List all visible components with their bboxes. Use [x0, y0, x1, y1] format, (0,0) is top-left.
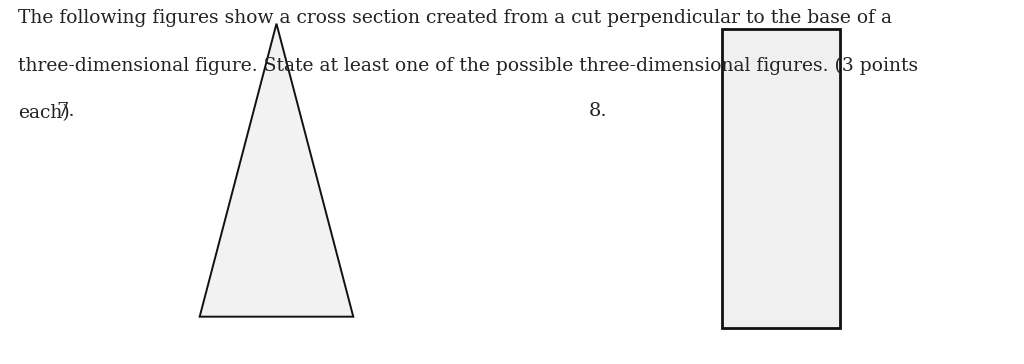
- Text: each): each): [18, 104, 71, 122]
- Polygon shape: [200, 24, 353, 317]
- Text: The following figures show a cross section created from a cut perpendicular to t: The following figures show a cross secti…: [18, 9, 893, 27]
- Text: 7.: 7.: [56, 102, 75, 120]
- Bar: [722, 29, 840, 328]
- Text: 8.: 8.: [589, 102, 607, 120]
- Text: three-dimensional figure. State at least one of the possible three-dimensional f: three-dimensional figure. State at least…: [18, 56, 919, 75]
